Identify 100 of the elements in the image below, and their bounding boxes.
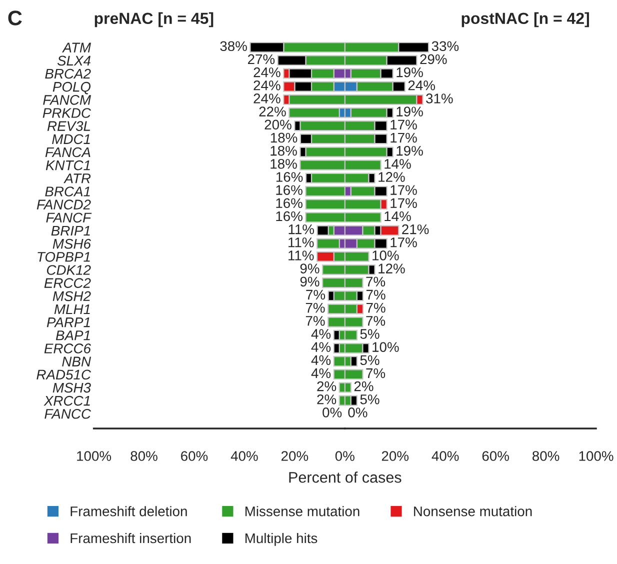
total-label: 19%	[396, 106, 423, 116]
y-tick-label: PRKDC	[42, 108, 92, 118]
text: 0%	[348, 408, 368, 418]
total-label: 16%	[276, 198, 302, 208]
legend-label: Multiple hits	[245, 532, 318, 546]
y-tick-label: KNTC1	[46, 160, 90, 170]
total-label: 17%	[390, 238, 417, 248]
total-label: 16%	[276, 185, 302, 195]
y-tick-label: MDC1	[52, 134, 90, 144]
y-tick-label: BAP1	[56, 330, 90, 340]
total-label: 31%	[426, 94, 453, 104]
total-label: 16%	[276, 211, 302, 222]
y-tick-label: REV3L	[47, 121, 90, 131]
total-label: 38%	[220, 41, 247, 52]
y-tick-label: ERCC2	[44, 278, 91, 288]
x-tick-label: 80%	[532, 451, 560, 461]
total-label: 19%	[396, 67, 423, 78]
total-label: 7%	[366, 368, 386, 378]
total-label: 11%	[288, 224, 314, 234]
total-label: 4%	[311, 342, 331, 352]
total-label: 18%	[270, 132, 298, 143]
total-label: 29%	[420, 54, 447, 64]
legend-label: Missense mutation	[245, 506, 360, 516]
x-tick-label: 0%	[335, 451, 354, 461]
total-label: 14%	[384, 159, 411, 169]
y-tick-label: POLQ	[52, 82, 91, 94]
total-label: 18%	[270, 146, 297, 156]
y-tick-label: BRCA2	[45, 68, 91, 79]
total-label: 12%	[378, 264, 405, 274]
x-tick-label: 100%	[579, 451, 614, 461]
x-tick-label: 20%	[281, 451, 308, 461]
x-tick-label: 60%	[482, 451, 509, 461]
y-tick-label: CDK12	[47, 265, 91, 275]
total-label: 4%	[311, 368, 331, 378]
y-tick-label: ATM	[62, 42, 92, 52]
total-label: 7%	[366, 316, 386, 326]
total-label: 4%	[311, 355, 331, 365]
total-label: 22%	[259, 106, 286, 116]
total-label: 16%	[276, 172, 303, 182]
y-tick-label: BRIP1	[51, 226, 90, 236]
total-label: 7%	[366, 290, 386, 300]
y-tick-label: FANCM	[43, 94, 92, 105]
y-tick-label: MLH1	[54, 304, 90, 314]
total-label: 4%	[311, 329, 331, 339]
total-label: 7%	[366, 276, 386, 286]
total-label: 33%	[432, 41, 459, 52]
y-tick-label: MSH3	[52, 382, 91, 393]
total-label: 5%	[360, 394, 380, 404]
y-tick-label: TOPBP1	[38, 252, 90, 262]
total-label: 7%	[306, 290, 326, 300]
legend-label: Frameshift deletion	[70, 506, 187, 516]
text: 0%	[322, 408, 342, 418]
y-tick-label: XRCC1	[44, 396, 90, 406]
total-label: 24%	[254, 67, 280, 78]
x-tick-label: 80%	[130, 451, 158, 461]
x-tick-label: 20%	[382, 451, 409, 461]
total-label: 7%	[306, 302, 325, 313]
total-label: 9%	[300, 264, 320, 274]
y-tick-label: FANCD2	[36, 200, 91, 210]
y-tick-label: NBN	[62, 356, 92, 366]
x-tick-label: 40%	[432, 451, 459, 461]
x-tick-label: 40%	[230, 451, 258, 461]
total-label: 24%	[408, 80, 435, 90]
y-tick-label: ATR	[64, 174, 91, 184]
text: postNAC [n = 42]	[462, 12, 589, 28]
total-label: 24%	[254, 94, 280, 104]
x-tick-label: 60%	[181, 451, 208, 461]
total-label: 17%	[390, 120, 417, 130]
text: C	[8, 10, 22, 26]
y-tick-label: SLX4	[57, 56, 90, 66]
y-tick-label: FANCC	[44, 408, 92, 419]
total-label: 17%	[390, 132, 417, 143]
total-label: 2%	[317, 381, 336, 392]
y-tick-label: MSH2	[52, 291, 91, 302]
total-label: 5%	[360, 329, 380, 339]
total-label: 27%	[248, 54, 275, 64]
total-label: 14%	[384, 211, 411, 222]
y-tick-label: MSH6	[52, 238, 92, 249]
total-label: 17%	[390, 198, 417, 208]
legend-label: Frameshift insertion	[70, 532, 191, 544]
total-label: 20%	[264, 120, 292, 130]
total-label: 10%	[372, 250, 399, 260]
total-label: 7%	[366, 302, 386, 313]
x-tick-label: 100%	[77, 451, 112, 461]
legend-label: Nonsense mutation	[414, 506, 532, 516]
total-label: 18%	[270, 158, 297, 169]
total-label: 17%	[390, 185, 417, 195]
total-label: 5%	[360, 355, 380, 366]
total-label: 2%	[354, 381, 374, 392]
total-label: 11%	[288, 238, 314, 248]
y-tick-label: RAD51C	[36, 370, 92, 380]
y-tick-label: FANCF	[46, 212, 92, 223]
total-label: 24%	[254, 80, 280, 90]
total-label: 10%	[372, 342, 399, 352]
y-tick-label: FANCA	[45, 147, 90, 158]
y-tick-label: BRCA1	[45, 186, 90, 196]
total-label: 11%	[288, 250, 314, 260]
total-label: 7%	[306, 316, 325, 326]
text: preNAC [n = 45]	[94, 12, 214, 28]
total-label: 21%	[402, 224, 429, 234]
